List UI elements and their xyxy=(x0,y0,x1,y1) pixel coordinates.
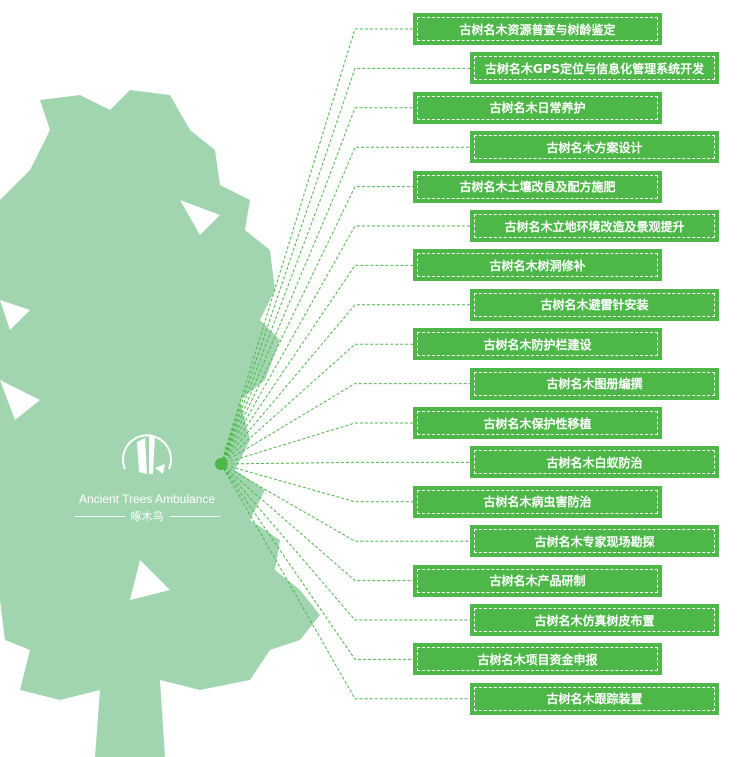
service-label: 古树名木白蚁防治 xyxy=(546,455,643,470)
service-item: 古树名木白蚁防治 xyxy=(470,446,719,479)
connector-line xyxy=(220,383,470,465)
service-label: 古树名木病虫害防治 xyxy=(483,495,592,510)
service-item: 古树名木仿真树皮布置 xyxy=(470,604,719,636)
service-label: 古树名木项目资金申报 xyxy=(477,652,598,667)
service-label: 古树名木资源普查与树龄鉴定 xyxy=(459,22,616,37)
service-item: 古树名木日常养护 xyxy=(413,91,662,124)
connector-line xyxy=(220,225,470,465)
service-item: 古树名木GPS定位与信息化管理系统开发 xyxy=(470,52,719,85)
service-item: 古树名木项目资金申报 xyxy=(413,643,662,676)
connector-line xyxy=(220,67,470,465)
connector-line xyxy=(220,28,413,465)
service-item: 古树名木跟踪装置 xyxy=(470,682,719,715)
service-label: 古树名木防护栏建设 xyxy=(483,337,592,352)
logo: Ancient Trees Ambulance 啄木鸟 xyxy=(62,424,232,524)
logo-chinese: 啄木鸟 xyxy=(130,510,164,523)
service-item: 古树名木产品研制 xyxy=(413,564,662,597)
logo-english: Ancient Trees Ambulance xyxy=(78,492,216,506)
service-label: 古树名木保护性移植 xyxy=(483,416,592,431)
connector-line xyxy=(220,463,470,542)
service-label: 古树名木专家现场勘探 xyxy=(534,534,655,549)
service-item: 古树名木图册编撰 xyxy=(470,367,719,400)
service-label: 古树名木图册编撰 xyxy=(546,377,643,392)
service-item: 古树名木土壤改良及配方施肥 xyxy=(413,170,662,203)
service-label: 古树名木避雷针安装 xyxy=(540,298,649,313)
service-item: 古树名木资源普查与树龄鉴定 xyxy=(413,13,662,45)
service-label: 古树名木方案设计 xyxy=(546,140,643,155)
connector-line xyxy=(220,186,413,465)
connector-line xyxy=(220,463,413,503)
service-label: 古树名木产品研制 xyxy=(489,574,586,589)
service-item: 古树名木防护栏建设 xyxy=(413,328,662,361)
connector-line xyxy=(220,422,413,465)
service-item: 古树名木保护性移植 xyxy=(413,407,662,439)
service-label: 古树名木仿真树皮布置 xyxy=(534,613,655,628)
service-label: 古树名木跟踪装置 xyxy=(546,692,643,707)
service-item: 古树名木专家现场勘探 xyxy=(470,525,719,558)
service-label: 古树名木立地环境改造及景观提升 xyxy=(504,219,685,234)
service-item: 古树名木方案设计 xyxy=(470,131,719,164)
service-item: 古树名木树洞修补 xyxy=(413,249,662,282)
connector-line xyxy=(220,463,413,582)
service-label: 古树名木土壤改良及配方施肥 xyxy=(459,180,616,195)
service-label: 古树名木日常养护 xyxy=(489,101,586,116)
connector-line xyxy=(220,461,470,465)
woodpecker-logo-icon xyxy=(122,434,172,474)
service-label: 古树名木GPS定位与信息化管理系统开发 xyxy=(484,61,705,76)
connector-line xyxy=(220,463,470,621)
service-item: 古树名木立地环境改造及景观提升 xyxy=(470,210,719,242)
connector-line xyxy=(220,463,413,660)
service-item: 古树名木避雷针安装 xyxy=(470,288,719,321)
connector-line xyxy=(220,146,470,465)
hub-dot xyxy=(215,458,227,470)
connector-line xyxy=(220,107,413,465)
connector-line xyxy=(220,463,470,700)
service-item: 古树名木病虫害防治 xyxy=(413,485,662,518)
service-label: 古树名木树洞修补 xyxy=(489,258,586,273)
